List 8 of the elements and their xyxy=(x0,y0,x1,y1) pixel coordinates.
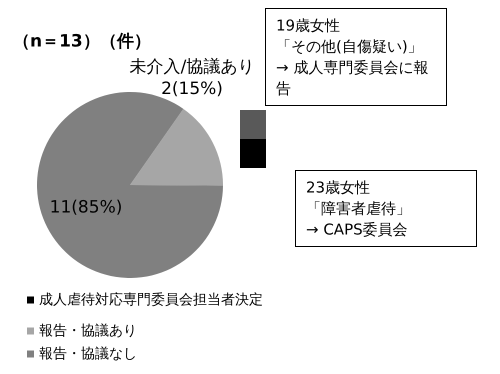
data-label: 11(85%) xyxy=(50,198,122,218)
text: 19歳女性「その他(自傷疑い)」→ 成人専門委員会に報告 xyxy=(276,16,428,98)
legend-label: 成人虐待対応専門委員会担当者決定 xyxy=(39,292,263,308)
chart-title: （n＝13）（件） xyxy=(13,32,151,52)
data-label: 未介入/協議あり 2(15%) xyxy=(130,57,254,99)
text: 23歳女性「障害者虐待」→ CAPS委員会 xyxy=(306,178,411,238)
legend-label: 報告・協議なし xyxy=(39,346,137,362)
legend-label: 報告・協議あり xyxy=(39,323,137,339)
